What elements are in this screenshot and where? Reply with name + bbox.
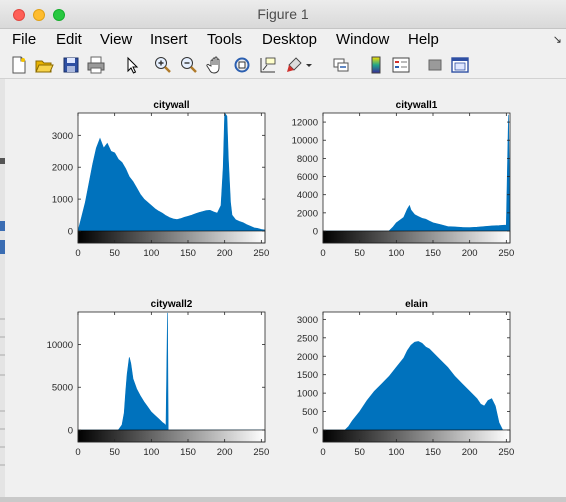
hide-plot-tools-icon[interactable]	[425, 55, 445, 75]
grayscale-colorbar	[322, 429, 511, 443]
pointer-icon[interactable]	[122, 55, 142, 75]
y-tick-label: 12000	[292, 118, 318, 129]
x-tick-label: 250	[498, 248, 514, 259]
grayscale-colorbar	[322, 230, 511, 244]
y-tick-label: 2000	[52, 163, 73, 174]
axes-background[interactable]	[78, 312, 265, 442]
axes-frame	[77, 311, 266, 443]
axes-title: citywall	[153, 100, 189, 111]
grayscale-colorbar	[77, 230, 266, 244]
axes-frame	[322, 311, 511, 443]
x-tick-label: 200	[217, 447, 233, 458]
x-tick-label: 100	[388, 447, 404, 458]
close-window-icon[interactable]	[13, 9, 25, 21]
y-tick-label: 2000	[297, 208, 318, 219]
menu-insert[interactable]: Insert	[150, 31, 188, 48]
y-tick-label: 10000	[47, 340, 73, 351]
zoom-in-icon[interactable]	[153, 55, 173, 75]
pan-hand-icon[interactable]	[206, 55, 226, 75]
axes-title: citywall1	[396, 100, 438, 111]
x-tick-label: 100	[143, 248, 159, 259]
save-icon[interactable]	[61, 55, 81, 75]
colorbar-icon[interactable]	[366, 55, 386, 75]
y-tick-label: 0	[313, 227, 318, 238]
y-tick-label: 0	[68, 227, 73, 238]
figure-canvas-area: citywall 0 1000 2000 3000 0 50 100 150 200 250 city…	[0, 79, 566, 497]
menu-view[interactable]: View	[100, 31, 133, 48]
x-tick-label: 150	[425, 447, 441, 458]
window-title: Figure 1	[257, 6, 309, 22]
y-tick-label: 0	[68, 426, 73, 437]
menu-bar: File Edit View Insert Tools Desktop Wind…	[0, 29, 566, 51]
axes-frame	[77, 112, 266, 244]
histogram-bars	[78, 312, 265, 431]
x-tick-label: 250	[498, 447, 514, 458]
x-tick-label: 100	[143, 447, 159, 458]
menu-help[interactable]: Help	[408, 31, 439, 48]
axes-title: elain	[405, 299, 428, 310]
dock-figure-icon[interactable]: ↘	[552, 34, 562, 46]
histogram-bars	[77, 112, 266, 232]
y-tick-label: 6000	[297, 172, 318, 183]
y-tick-label: 4000	[297, 190, 318, 201]
histogram-bars	[323, 114, 511, 232]
y-tick-label: 0	[313, 426, 318, 437]
x-tick-label: 250	[253, 248, 269, 259]
x-tick-label: 100	[388, 248, 404, 259]
x-tick-label: 50	[354, 447, 365, 458]
x-tick-label: 200	[462, 447, 478, 458]
zoom-out-icon[interactable]	[179, 55, 199, 75]
background-window-edge	[0, 79, 5, 497]
x-tick-label: 0	[320, 248, 325, 259]
y-tick-label: 2500	[297, 333, 318, 344]
x-tick-label: 150	[180, 248, 196, 259]
x-tick-label: 150	[425, 248, 441, 259]
y-tick-label: 500	[302, 407, 318, 418]
x-tick-label: 50	[109, 248, 120, 259]
menu-tools[interactable]: Tools	[207, 31, 243, 48]
rotate-3d-icon[interactable]	[232, 55, 252, 75]
link-plot-icon[interactable]	[331, 55, 351, 75]
zoom-window-icon[interactable]	[53, 9, 65, 21]
x-tick-label: 0	[320, 447, 325, 458]
x-tick-label: 50	[109, 447, 120, 458]
x-tick-label: 150	[180, 447, 196, 458]
show-plot-tools-icon[interactable]	[450, 55, 470, 75]
y-tick-label: 2000	[297, 352, 318, 363]
menu-file[interactable]: File	[12, 31, 37, 48]
y-tick-label: 3000	[52, 131, 73, 142]
y-tick-label: 1500	[297, 370, 318, 381]
open-file-icon[interactable]	[34, 55, 54, 75]
figure-toolbar	[0, 52, 566, 79]
x-tick-label: 50	[354, 248, 365, 259]
minimize-window-icon[interactable]	[33, 9, 45, 21]
new-figure-icon[interactable]	[9, 55, 29, 75]
y-tick-label: 5000	[52, 383, 73, 394]
histogram-bars	[323, 341, 510, 431]
y-tick-label: 1000	[52, 195, 73, 206]
menu-edit[interactable]: Edit	[56, 31, 82, 48]
print-icon[interactable]	[86, 55, 106, 75]
grayscale-colorbar	[77, 429, 266, 443]
axes-frame	[322, 112, 511, 244]
x-tick-label: 200	[462, 248, 478, 259]
brush-dropdown-icon[interactable]	[304, 55, 314, 75]
x-tick-label: 250	[253, 447, 269, 458]
y-tick-label: 3000	[297, 315, 318, 326]
y-tick-label: 8000	[297, 154, 318, 165]
y-tick-label: 10000	[292, 136, 318, 147]
legend-icon[interactable]	[391, 55, 411, 75]
menu-desktop[interactable]: Desktop	[262, 31, 318, 48]
x-tick-label: 200	[217, 248, 233, 259]
brush-icon[interactable]	[284, 55, 304, 75]
data-cursor-icon[interactable]	[258, 55, 278, 75]
menu-window[interactable]: Window	[336, 31, 390, 48]
x-tick-label: 0	[75, 447, 80, 458]
axes-title: citywall2	[151, 299, 193, 310]
x-tick-label: 0	[75, 248, 80, 259]
y-tick-label: 1000	[297, 389, 318, 400]
title-bar[interactable]: Figure 1	[0, 0, 566, 29]
